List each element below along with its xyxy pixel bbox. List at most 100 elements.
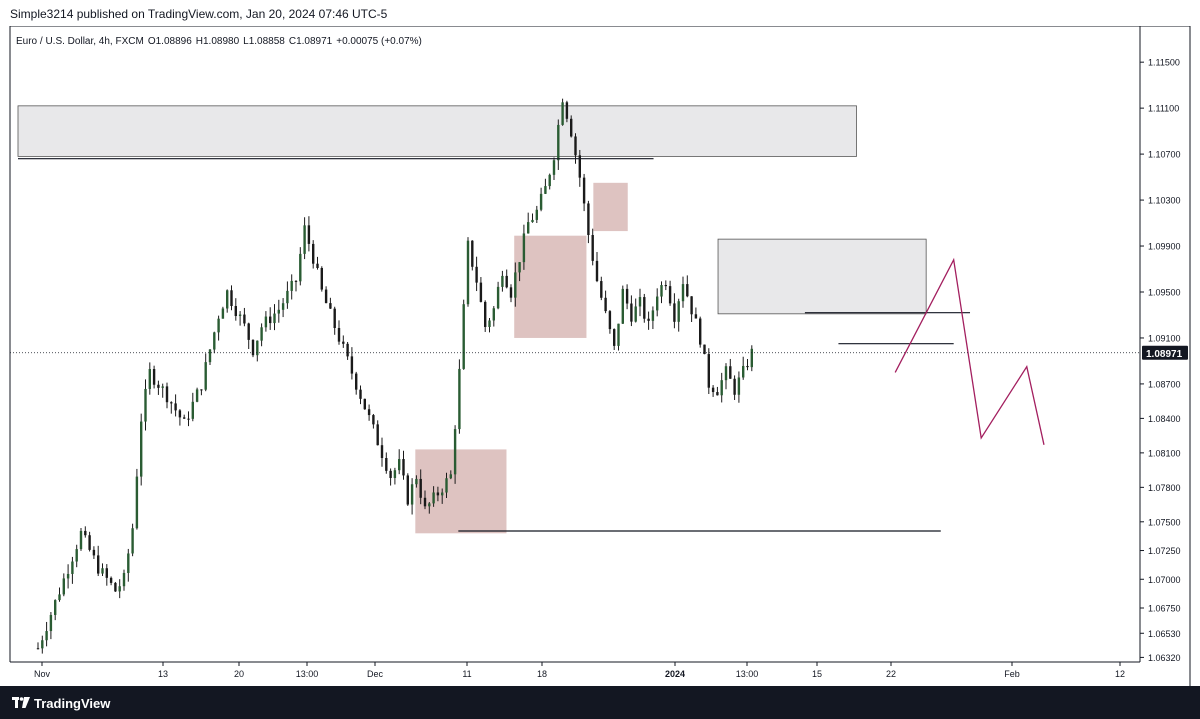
candle-body: [582, 177, 586, 204]
candle-body: [419, 478, 422, 498]
symbol-name: Euro / U.S. Dollar, 4h, FXCM: [16, 36, 144, 47]
tradingview-brand[interactable]: TradingView: [12, 695, 110, 711]
y-tick-label: 1.07500: [1148, 517, 1181, 527]
candle-body: [269, 316, 272, 324]
candle-body: [462, 304, 465, 369]
candle-body: [552, 160, 556, 175]
candle-body: [496, 286, 500, 309]
candle-body: [165, 386, 169, 403]
candle-body: [617, 323, 620, 346]
candle-body: [290, 280, 293, 291]
symbol-legend[interactable]: Euro / U.S. Dollar, 4h, FXCM O1.08896 H1.0…: [16, 36, 422, 47]
candle-body: [716, 392, 719, 396]
candle-body: [720, 380, 723, 396]
y-tick-label: 1.08100: [1148, 448, 1181, 458]
candle-body: [204, 362, 207, 390]
candle-body: [36, 648, 40, 650]
candle-body: [178, 410, 182, 418]
candle-body: [522, 233, 526, 263]
candle-body: [385, 458, 388, 471]
candle-body: [677, 301, 680, 322]
candle-body: [191, 401, 194, 419]
y-tick-label: 1.09900: [1148, 242, 1181, 252]
candle-body: [363, 398, 366, 410]
candle-body: [724, 366, 728, 381]
x-tick-label: 18: [537, 669, 547, 679]
candle-body: [625, 288, 629, 304]
candle-body: [647, 318, 650, 321]
candle-body: [84, 530, 87, 536]
candle-body: [410, 484, 414, 505]
candle-body: [337, 327, 341, 342]
candle-body: [195, 389, 199, 402]
candle-body: [346, 343, 349, 357]
candle-body: [548, 174, 551, 187]
candle-body: [256, 340, 259, 356]
candle-body: [350, 356, 354, 374]
x-tick-label: 22: [886, 669, 896, 679]
candle-body: [733, 378, 736, 395]
candle-body: [243, 314, 246, 324]
last-price-label: 1.08971: [1146, 349, 1183, 360]
x-tick-label: 13:00: [296, 669, 319, 679]
candle-body: [238, 314, 242, 317]
candle-body: [458, 368, 461, 430]
candle-body: [565, 102, 569, 119]
last-price-tag: [1142, 345, 1188, 360]
candle-body: [140, 421, 143, 477]
candle-body: [324, 289, 328, 304]
candle-body: [316, 263, 319, 268]
candle-body: [105, 568, 108, 578]
candle-body: [608, 311, 612, 330]
x-tick-label: 13:00: [736, 669, 759, 679]
candle-body: [380, 445, 384, 459]
candle-body: [320, 267, 323, 290]
candle-body: [71, 561, 74, 574]
candle-body: [488, 320, 491, 327]
candle-body: [578, 155, 581, 178]
candle-body: [62, 578, 65, 595]
candle-body: [466, 240, 470, 305]
y-tick-label: 1.09500: [1148, 287, 1181, 297]
x-tick-label: Dec: [367, 669, 384, 679]
candle-body: [234, 306, 237, 317]
candle-body: [595, 260, 599, 282]
candle-body: [475, 266, 478, 283]
tradingview-logo-icon: [12, 697, 30, 709]
y-tick-label: 1.11500: [1148, 58, 1180, 68]
candle-body: [501, 275, 504, 287]
candle-body: [58, 594, 61, 601]
candle-body: [299, 253, 302, 282]
candle-body: [415, 478, 418, 485]
ohlc-low: L1.08858: [243, 36, 285, 47]
candle-body: [217, 318, 220, 333]
order-block-low: [415, 449, 507, 534]
ohlc-change: +0.00075 (+0.07%): [336, 36, 422, 47]
candle-body: [398, 459, 401, 471]
candle-body: [746, 365, 749, 368]
candle-body: [441, 492, 444, 496]
ohlc-close: C1.08971: [289, 36, 333, 47]
candle-body: [152, 369, 156, 385]
candle-body: [101, 568, 104, 574]
candle-body: [200, 389, 203, 391]
candle-body: [247, 323, 250, 340]
candle-body: [445, 478, 448, 493]
candle-body: [557, 124, 560, 161]
candle-body: [389, 470, 392, 478]
candle-body: [226, 290, 229, 309]
price-chart[interactable]: 1.11500 1.11100 1.10700 1.10300 1.09900 1.095…: [0, 26, 1200, 686]
candle-body: [428, 503, 431, 507]
candle-body: [135, 476, 139, 529]
candle-body: [402, 459, 405, 476]
candle-body: [88, 535, 91, 550]
footer-bar: TradingView: [0, 686, 1200, 719]
candle-body: [221, 308, 225, 319]
candle-body: [393, 470, 397, 478]
candle-body: [148, 369, 151, 389]
candle-body: [449, 474, 452, 479]
candle-body: [118, 586, 121, 592]
x-tick-label: 13: [158, 669, 168, 679]
chart-area[interactable]: 1.11500 1.11100 1.10700 1.10300 1.09900 1.095…: [0, 26, 1200, 686]
candle-body: [690, 296, 693, 315]
